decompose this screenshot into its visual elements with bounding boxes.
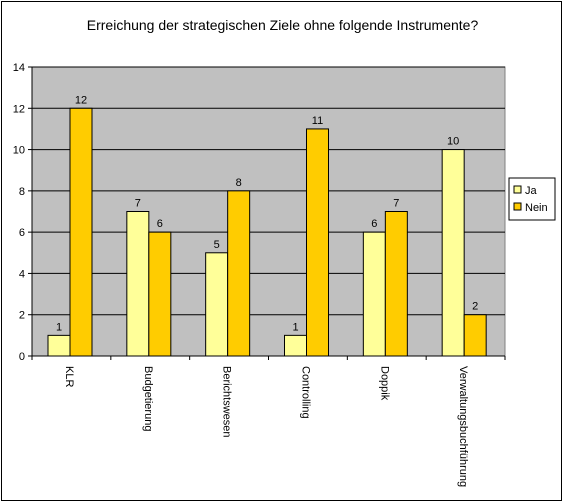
data-label: 1 (292, 321, 298, 333)
data-label: 8 (236, 177, 242, 189)
data-label: 2 (472, 301, 478, 313)
y-tick-label: 8 (19, 186, 25, 198)
bar-nein-klr[interactable] (69, 107, 93, 357)
plot-area (31, 66, 506, 357)
legend-swatch-ja (513, 185, 522, 194)
data-label: 1 (56, 321, 62, 333)
category-label: Doppik (378, 366, 390, 401)
bar-ja-controlling[interactable] (284, 334, 307, 357)
data-label: 12 (75, 94, 87, 106)
bar-ja-berichtswesen[interactable] (205, 252, 229, 357)
bar-ja-doppik[interactable] (362, 231, 386, 357)
category-label: Verwaltungsbuchführung (457, 366, 469, 487)
bar-ja-budgetierung[interactable] (126, 211, 150, 357)
data-label: 11 (312, 115, 323, 127)
data-label: 7 (135, 198, 141, 210)
legend (508, 177, 556, 221)
y-tick-label: 10 (13, 145, 25, 157)
category-label: Berichtswesen (221, 366, 233, 438)
y-tick-label: 14 (13, 62, 25, 74)
data-label: 6 (157, 218, 163, 230)
y-tick-label: 2 (19, 310, 25, 322)
legend-label-ja: Ja (525, 185, 538, 197)
category-label: KLR (63, 366, 75, 387)
data-label: 5 (214, 239, 220, 251)
legend-label-nein: Nein (525, 202, 548, 214)
legend-swatch-nein (513, 202, 522, 211)
y-tick-label: 12 (13, 103, 25, 115)
bar-nein-doppik[interactable] (384, 211, 408, 357)
y-tick-label: 0 (19, 351, 25, 363)
bar-ja-verwaltungsbuchführung[interactable] (441, 149, 465, 357)
bar-nein-verwaltungsbuchführung[interactable] (463, 314, 487, 357)
chart-title: Erreichung der strategischen Ziele ohne … (86, 17, 479, 33)
category-label: Controlling (300, 366, 312, 419)
bar-ja-klr[interactable] (47, 334, 71, 357)
bar-nein-berichtswesen[interactable] (227, 190, 251, 357)
data-label: 6 (371, 218, 377, 230)
bar-nein-budgetierung[interactable] (148, 231, 172, 357)
y-tick-label: 6 (19, 227, 25, 239)
y-tick-label: 4 (19, 268, 25, 280)
bar-nein-controlling[interactable] (306, 128, 329, 357)
data-label: 7 (393, 198, 399, 210)
category-label: Budgetierung (142, 366, 154, 431)
data-label: 10 (447, 136, 459, 148)
